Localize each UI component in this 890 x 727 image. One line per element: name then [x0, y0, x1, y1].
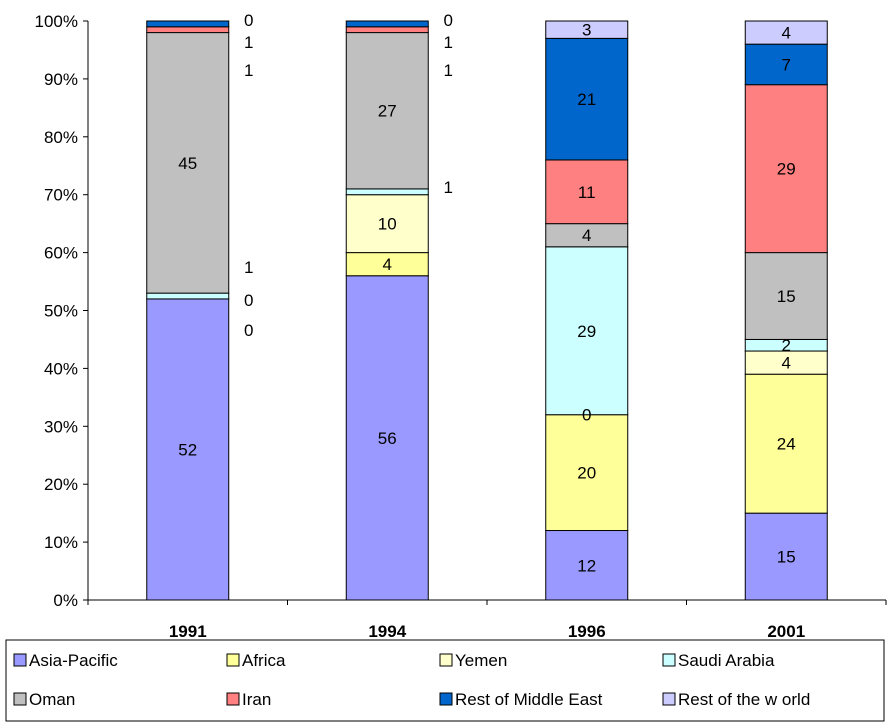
y-tick-label: 50%: [44, 302, 78, 321]
bar-saudi-arabia-1991: [146, 292, 230, 300]
data-label-oman-1996: 4: [582, 226, 591, 245]
data-label-asia-pacific-1991: 52: [178, 440, 197, 459]
bar-asia-pacific-2001: [744, 512, 828, 601]
data-label-rest-of-the-w-orld-2001: 4: [782, 24, 791, 43]
bar-rest-of-middle-east-2001: [744, 43, 828, 86]
bar-asia-pacific-1994: [345, 275, 429, 601]
data-label-iran-2001: 29: [777, 160, 796, 179]
data-label-asia-pacific-2001: 15: [777, 548, 796, 567]
legend: Asia-Pacific Africa Yemen Saudi Arabia Oman I…: [5, 639, 885, 722]
bar-yemen-1994: [345, 194, 429, 254]
data-label-asia-pacific-1996: 12: [577, 556, 596, 575]
bar-rest-of-the-w-orld-2001: [744, 20, 828, 45]
legend-label-saudi-arabia: Saudi Arabia: [678, 651, 775, 670]
data-label-rest-of-middle-east-1996: 21: [577, 90, 596, 109]
bar-oman-1994: [345, 32, 429, 190]
bar-saudi-arabia-1994: [345, 188, 429, 196]
y-tick-label: 100%: [35, 12, 78, 31]
data-label-yemen-2001: 4: [782, 354, 791, 373]
data-label-oman-1991: 45: [178, 154, 197, 173]
bar-rest-of-the-w-orld-1996: [545, 20, 629, 39]
data-label-iran-1996: 11: [578, 183, 596, 202]
bar-oman-2001: [744, 252, 828, 340]
data-label-rest-of-middle-east-1991: 1: [244, 33, 253, 52]
legend-swatch-saudi-arabia: [662, 653, 676, 667]
legend-swatch-rest-of-the-w-orld: [662, 692, 676, 706]
data-label-africa-1994: 4: [383, 255, 392, 274]
data-label-africa-1991: 0: [244, 321, 253, 340]
y-tick-label: 0%: [53, 591, 78, 610]
y-tick-label: 60%: [44, 244, 78, 263]
bar-rest-of-middle-east-1994: [345, 20, 429, 28]
bar-iran-2001: [744, 84, 828, 254]
data-label-rest-of-middle-east-2001: 7: [782, 55, 791, 74]
data-label-iran-1994: 1: [444, 61, 453, 80]
data-label-oman-1994: 27: [378, 102, 397, 121]
legend-label-asia-pacific: Asia-Pacific: [29, 651, 118, 670]
y-tick-label: 40%: [44, 359, 78, 378]
data-label-yemen-1991: 0: [244, 291, 253, 310]
data-label-saudi-arabia-1991: 1: [244, 258, 253, 277]
data-label-saudi-arabia-2001: 2: [782, 336, 791, 355]
legend-swatch-yemen: [439, 653, 453, 667]
legend-label-yemen: Yemen: [455, 651, 507, 670]
data-label-saudi-arabia-1996: 29: [577, 322, 596, 341]
bar-rest-of-middle-east-1991: [146, 20, 230, 28]
x-category-label: 1996: [568, 622, 606, 641]
y-tick-label: 10%: [44, 533, 78, 552]
bar-africa-1996: [545, 414, 629, 532]
bar-saudi-arabia-1996: [545, 246, 629, 416]
bars: [146, 20, 828, 601]
y-tick-label: 30%: [44, 417, 78, 436]
data-label-oman-2001: 15: [777, 287, 796, 306]
data-label-rest-of-the-w-orld-1991: 0: [244, 11, 253, 30]
legend-swatch-iran: [226, 692, 240, 706]
data-label-africa-1996: 20: [577, 464, 596, 483]
data-labels: 5200145110564101271101220029411213152442…: [178, 11, 795, 575]
x-category-label: 2001: [767, 622, 805, 641]
legend-swatch-rest-of-middle-east: [439, 692, 453, 706]
legend-label-rest-of-the-w-orld: Rest of the w orld: [678, 690, 810, 709]
data-label-rest-of-the-w-orld-1996: 3: [582, 21, 591, 40]
y-tick-label: 20%: [44, 475, 78, 494]
data-label-africa-2001: 24: [777, 435, 796, 454]
data-label-iran-1991: 1: [244, 61, 253, 80]
x-category-label: 1994: [368, 622, 406, 641]
data-label-yemen-1996: 0: [582, 406, 591, 425]
bar-iran-1991: [146, 26, 230, 34]
legend-label-iran: Iran: [242, 690, 271, 709]
axes: 0% 10% 20% 30% 40% 50% 60% 70% 80% 90% 100% 1991 199…: [35, 12, 887, 641]
bar-africa-2001: [744, 373, 828, 514]
legend-label-oman: Oman: [29, 690, 75, 709]
x-category-label: 1991: [169, 622, 207, 641]
bar-iran-1994: [345, 26, 429, 34]
data-label-yemen-1994: 10: [378, 215, 397, 234]
data-label-saudi-arabia-1994: 1: [444, 178, 453, 197]
legend-label-africa: Africa: [242, 651, 286, 670]
legend-label-rest-of-middle-east: Rest of Middle East: [455, 690, 603, 709]
y-tick-label: 90%: [44, 70, 78, 89]
data-label-rest-of-middle-east-1994: 1: [444, 33, 453, 52]
data-label-asia-pacific-1994: 56: [378, 429, 397, 448]
bar-asia-pacific-1996: [545, 530, 629, 601]
legend-swatch-oman: [13, 692, 27, 706]
y-tick-label: 70%: [44, 186, 78, 205]
y-tick-label: 80%: [44, 128, 78, 147]
data-label-rest-of-the-w-orld-1994: 0: [444, 11, 453, 30]
legend-swatch-asia-pacific: [13, 653, 27, 667]
legend-swatch-africa: [226, 653, 240, 667]
bar-oman-1991: [146, 32, 230, 294]
